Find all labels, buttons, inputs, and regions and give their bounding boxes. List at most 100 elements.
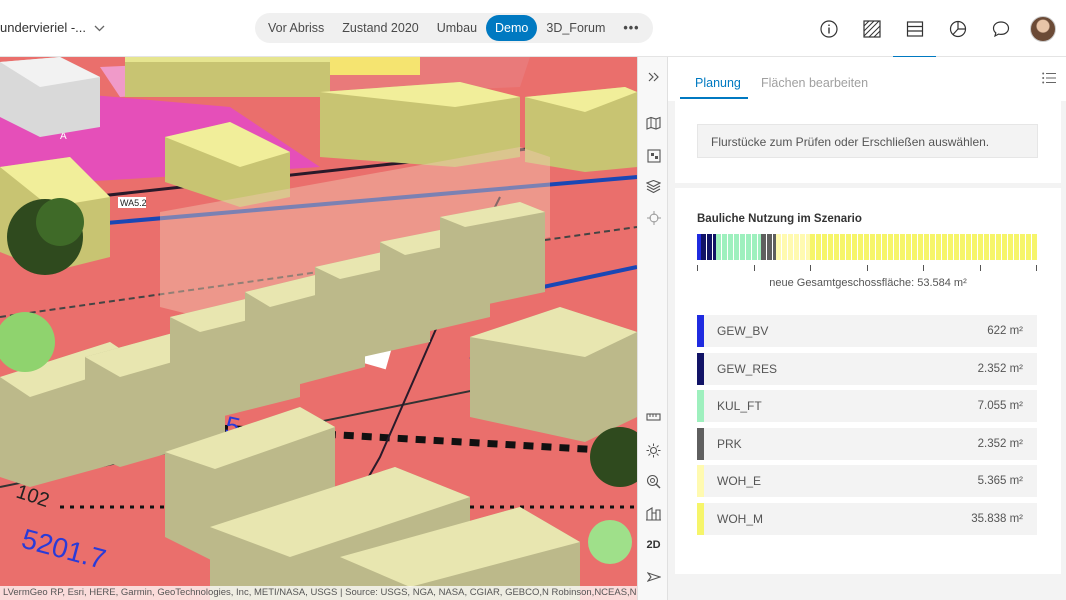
legend-name: PRK <box>717 436 742 451</box>
3d-scene-view[interactable]: D53.5 5201.7 102 WA WA5.2 A <box>0 57 637 600</box>
daylight-button[interactable] <box>638 439 669 461</box>
tab-3d-forum[interactable]: 3D_Forum <box>546 21 606 35</box>
tool-strip: 2D <box>637 57 668 600</box>
zoom-search-icon <box>646 474 661 488</box>
building-back-2[interactable] <box>320 82 520 167</box>
usage-bar-segment-woh-e <box>775 234 810 260</box>
legend-row-woh-m[interactable]: WOH_M 35.838 m² <box>697 502 1037 535</box>
usage-bar-tick <box>866 265 868 271</box>
list-icon <box>1042 72 1056 84</box>
tab-flaechen-bearbeiten[interactable]: Flächen bearbeiten <box>761 76 869 90</box>
terrace-row[interactable] <box>0 202 545 487</box>
layers-icon <box>646 180 661 194</box>
legend-value: 622 m² <box>987 325 1023 337</box>
usage-bar-tick <box>753 265 755 271</box>
usage-bar-segment-gew-res <box>700 234 716 260</box>
top-bar: undervieriel -... Vor Abriss Zustand 202… <box>0 0 1066 58</box>
building-right-block[interactable] <box>470 307 637 442</box>
parcel-select-field[interactable]: Flurstücke zum Prüfen oder Erschließen a… <box>697 124 1038 158</box>
usage-bar-tick <box>810 265 811 271</box>
legend-row-woh-e[interactable]: WOH_E 5.365 m² <box>697 465 1037 498</box>
usage-title: Bauliche Nutzung im Szenario <box>697 213 862 225</box>
layers-button[interactable] <box>638 176 669 198</box>
legend-name: WOH_E <box>717 474 762 489</box>
project-selector[interactable]: undervieriel -... <box>0 20 105 35</box>
avatar[interactable] <box>1030 15 1056 42</box>
compass-button[interactable] <box>638 566 669 588</box>
building-left-gray[interactable] <box>0 57 100 137</box>
usage-bar-segment-gew-bv <box>697 234 701 260</box>
legend-swatch <box>697 390 704 423</box>
measure-button[interactable] <box>638 406 669 428</box>
hatch-icon <box>862 19 881 38</box>
usage-bar-tick <box>697 265 698 271</box>
wa52-label: WA5.2 <box>120 198 147 208</box>
comment-icon <box>992 20 1009 37</box>
tab-demo[interactable]: Demo <box>486 15 538 41</box>
list-options-button[interactable] <box>1042 71 1056 89</box>
pie-chart-icon <box>949 20 966 37</box>
project-title: undervieriel -... <box>0 20 86 35</box>
hatch-button[interactable] <box>850 0 893 57</box>
tree-right <box>588 427 637 564</box>
usage-bar-segment-kul-ft <box>715 234 761 260</box>
usage-stacked-bar <box>697 234 1037 260</box>
active-tab-indicator <box>680 97 748 99</box>
tab-planung[interactable]: Planung <box>695 76 741 90</box>
top-toolbar <box>807 0 1066 58</box>
grid-select-icon <box>646 149 661 163</box>
usage-bar-segment-prk <box>760 234 776 260</box>
building-back-3[interactable] <box>525 87 637 172</box>
tab-zustand-2020[interactable]: Zustand 2020 <box>342 21 419 35</box>
legend-row-prk[interactable]: PRK 2.352 m² <box>697 427 1037 460</box>
more-tabs-button[interactable]: ••• <box>623 21 640 35</box>
compass-icon <box>646 572 661 582</box>
usage-bar-tick <box>979 265 981 271</box>
legend-value: 2.352 m² <box>977 437 1023 450</box>
grid-select-button[interactable] <box>638 145 669 167</box>
usage-bar-segment-woh-m <box>809 234 1037 260</box>
legend-name: GEW_RES <box>717 361 778 376</box>
legend-row-gew-res[interactable]: GEW_RES 2.352 m² <box>697 352 1037 385</box>
sun-icon <box>646 443 661 457</box>
layers-table-icon <box>906 20 923 37</box>
legend-value: 35.838 m² <box>971 512 1023 525</box>
legend-swatch <box>697 465 704 498</box>
planned-volume <box>160 147 550 317</box>
parcel-selection-card: Flurstücke zum Prüfen oder Erschließen a… <box>675 101 1061 183</box>
legend-name: GEW_BV <box>717 324 769 338</box>
map-edit-button[interactable] <box>638 112 669 134</box>
scenario-tabs: Vor Abriss Zustand 2020 Umbau Demo 3D_Fo… <box>255 13 653 43</box>
crosshair-icon <box>646 211 661 225</box>
comment-button[interactable] <box>979 0 1022 57</box>
legend-value: 5.365 m² <box>977 475 1023 488</box>
legend-swatch <box>697 427 704 460</box>
marker-a: A <box>60 131 67 142</box>
usage-bar-tick <box>1036 265 1037 271</box>
building-chart-button[interactable] <box>638 502 669 524</box>
tab-umbau[interactable]: Umbau <box>436 21 478 35</box>
legend-name: WOH_M <box>717 511 763 526</box>
legend-swatch <box>697 315 704 347</box>
legend-row-kul-ft[interactable]: KUL_FT 7.055 m² <box>697 390 1037 423</box>
scene-canvas[interactable]: D53.5 5201.7 102 WA WA5.2 A <box>0 57 637 600</box>
info-icon <box>819 19 838 38</box>
expand-panel-button[interactable] <box>638 66 669 88</box>
expand-icon <box>648 72 659 82</box>
legend-value: 7.055 m² <box>977 400 1023 413</box>
crosshair-button[interactable] <box>638 207 669 229</box>
measure-icon <box>646 413 661 421</box>
info-button[interactable] <box>807 0 850 57</box>
zoom-search-button[interactable] <box>638 470 669 492</box>
statistics-button[interactable] <box>936 0 979 57</box>
table-button[interactable] <box>893 0 936 58</box>
building-front-3[interactable] <box>340 507 580 600</box>
tree-left <box>0 198 84 372</box>
toggle-2d-button[interactable]: 2D <box>646 539 661 551</box>
building-back-1[interactable] <box>125 57 330 97</box>
building-l-shape[interactable] <box>165 122 290 207</box>
total-floor-area: neue Gesamtgeschossfläche: 53.584 m² <box>769 277 967 289</box>
usage-legend: GEW_BV 622 m² GEW_RES 2.352 m² KUL_FT 7.… <box>697 315 1037 541</box>
legend-row-gew-bv[interactable]: GEW_BV 622 m² <box>697 315 1037 347</box>
tab-vor-abriss[interactable]: Vor Abriss <box>268 21 325 35</box>
